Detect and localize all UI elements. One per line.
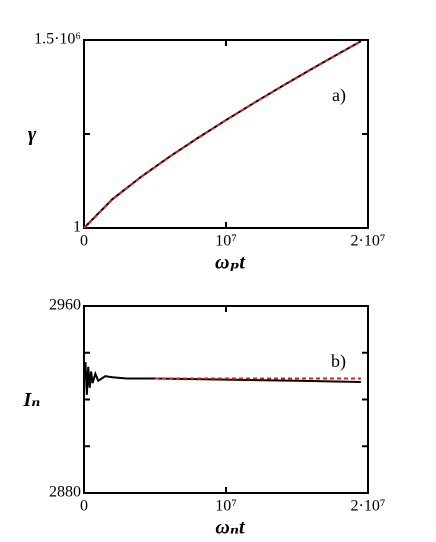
y-axis-label: Iₙ (23, 389, 41, 411)
data-line (83, 40, 362, 229)
x-tick-label: 0 (80, 233, 88, 250)
plot-frame (83, 39, 369, 229)
x-tick-label: 2·10⁷ (351, 233, 386, 250)
panel-annotation: a) (332, 85, 346, 106)
y-tick-label: 1 (73, 219, 81, 236)
x-tick-label: 2·10⁷ (351, 498, 386, 515)
x-tick-label: 0 (80, 498, 88, 515)
data-line (83, 40, 362, 229)
y-tick-label: 2960 (49, 297, 81, 314)
y-axis-label: γ (28, 124, 37, 146)
y-tick-label: 1.5·10⁶ (34, 31, 81, 48)
x-tick-label: 10⁷ (215, 498, 237, 515)
plot-frame (83, 305, 369, 494)
panel-annotation: b) (331, 351, 346, 372)
x-axis-label: ωₙt (215, 517, 246, 539)
x-tick-label: 10⁷ (215, 233, 237, 250)
y-tick-label: 2880 (49, 484, 81, 501)
x-axis-label: ωₚt (215, 252, 246, 274)
